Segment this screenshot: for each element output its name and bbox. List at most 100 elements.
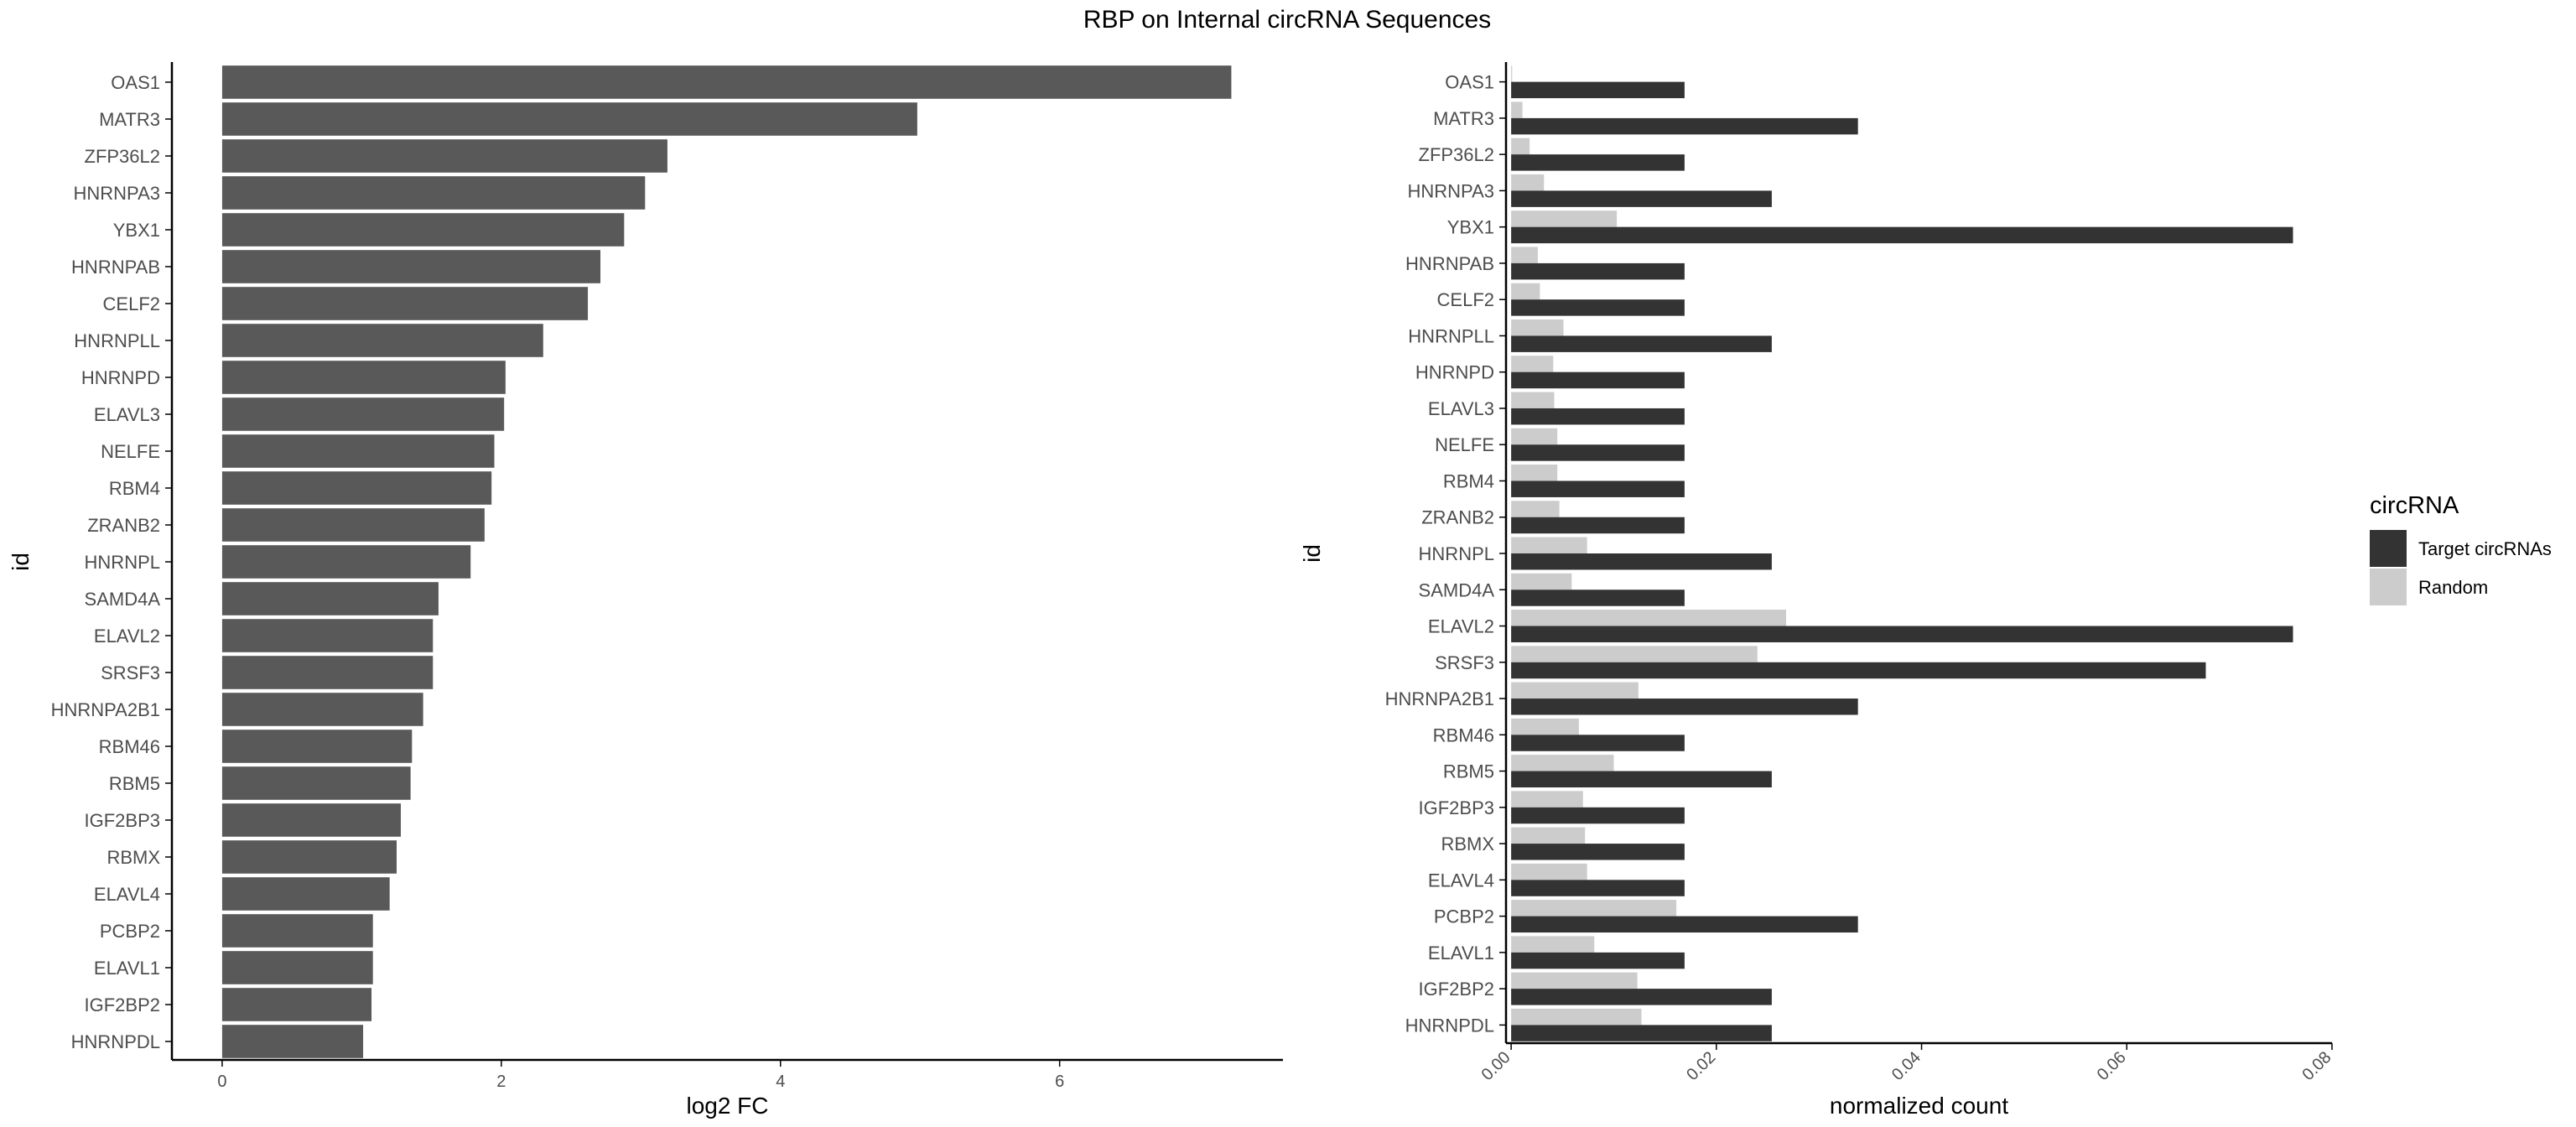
right-bars-group bbox=[1511, 65, 2293, 1041]
right-x-ticks-group: 0.00 0.02 0.04 0.06 0.08 bbox=[1478, 1043, 2335, 1084]
left-y-tick-label: ZRANB2 bbox=[87, 515, 160, 536]
legend-label-target: Target circRNAs bbox=[2418, 538, 2552, 559]
left-bar-nelfe bbox=[221, 434, 495, 468]
left-bar-hnrnpab bbox=[221, 250, 601, 283]
legend-title: circRNA bbox=[2370, 492, 2459, 519]
left-y-tick-label: CELF2 bbox=[103, 293, 160, 314]
right-y-tick-label: HNRNPDL bbox=[1405, 1015, 1494, 1036]
left-bar-srsf3 bbox=[221, 656, 434, 689]
random-bar-rbmx bbox=[1511, 827, 1586, 844]
left-bar-hnrnpa2b1 bbox=[221, 693, 423, 726]
target-bar-hnrnpa2b1 bbox=[1511, 699, 1858, 715]
right-x-tick-label: 0.08 bbox=[2298, 1048, 2334, 1084]
right-y-tick-label: ELAVL3 bbox=[1428, 398, 1494, 419]
right-y-tick-label: SAMD4A bbox=[1419, 579, 1495, 600]
left-bar-elavl3 bbox=[221, 397, 505, 431]
left-bar-hnrnpl bbox=[221, 545, 471, 579]
random-bar-ybx1 bbox=[1511, 210, 1618, 227]
left-y-tick-label: PCBP2 bbox=[100, 921, 160, 942]
left-bar-hnrnpdl bbox=[221, 1025, 364, 1058]
random-bar-igf2bp3 bbox=[1511, 791, 1583, 808]
left-bar-elavl4 bbox=[221, 877, 390, 911]
target-bar-elavl2 bbox=[1511, 626, 2293, 642]
random-bar-matr3 bbox=[1511, 101, 1523, 118]
left-y-tick-label: ELAVL2 bbox=[94, 626, 160, 647]
right-y-tick-label: RBM46 bbox=[1433, 724, 1494, 745]
left-bar-elavl2 bbox=[221, 619, 434, 652]
left-y-axis-title: id bbox=[8, 553, 34, 571]
right-y-tick-label: HNRNPA2B1 bbox=[1385, 688, 1494, 709]
target-bar-rbm46 bbox=[1511, 735, 1685, 751]
right-y-tick-label: SRSF3 bbox=[1435, 652, 1494, 673]
random-bar-srsf3 bbox=[1511, 646, 1758, 662]
left-bar-matr3 bbox=[221, 102, 917, 136]
left-bar-elavl1 bbox=[221, 951, 373, 984]
right-y-tick-label: RBM4 bbox=[1443, 470, 1494, 491]
left-bar-rbm46 bbox=[221, 730, 413, 763]
right-x-tick-label: 0.06 bbox=[2094, 1048, 2130, 1084]
target-bar-elavl3 bbox=[1511, 408, 1685, 425]
right-y-tick-label: MATR3 bbox=[1433, 108, 1494, 129]
right-chart-panel: OAS1 MATR3 ZFP36L2 HNRNPA3 YBX1 HNRNPAB CELF2 H… bbox=[1299, 62, 2335, 1119]
random-bar-hnrnpa3 bbox=[1511, 174, 1545, 191]
right-y-tick-label: OAS1 bbox=[1445, 72, 1494, 93]
left-y-tick-label: IGF2BP2 bbox=[85, 995, 160, 1015]
left-bar-hnrnpd bbox=[221, 361, 506, 394]
right-x-tick-label: 0.02 bbox=[1683, 1048, 1719, 1084]
left-bar-samd4a bbox=[221, 582, 439, 615]
target-bar-zranb2 bbox=[1511, 517, 1685, 534]
target-bar-elavl1 bbox=[1511, 952, 1685, 969]
right-y-tick-label: IGF2BP2 bbox=[1419, 979, 1494, 1000]
right-y-tick-label: YBX1 bbox=[1447, 217, 1494, 238]
left-x-tick-label: 2 bbox=[496, 1072, 506, 1091]
random-bar-hnrnpd bbox=[1511, 356, 1554, 372]
left-y-tick-label: HNRNPL bbox=[85, 552, 160, 573]
left-x-tick-label: 6 bbox=[1055, 1072, 1064, 1091]
random-bar-samd4a bbox=[1511, 573, 1572, 590]
left-y-tick-label: RBM46 bbox=[99, 736, 160, 757]
left-y-tick-label: HNRNPA3 bbox=[73, 183, 160, 204]
target-bar-celf2 bbox=[1511, 299, 1685, 316]
target-bar-srsf3 bbox=[1511, 662, 2206, 679]
left-y-tick-label: IGF2BP3 bbox=[85, 810, 160, 831]
random-bar-rbm5 bbox=[1511, 755, 1614, 771]
right-y-tick-label: IGF2BP3 bbox=[1419, 797, 1494, 818]
left-y-tick-label: HNRNPDL bbox=[71, 1031, 160, 1052]
left-bar-ybx1 bbox=[221, 213, 625, 247]
target-bar-hnrnpd bbox=[1511, 371, 1685, 389]
left-x-tick-label: 4 bbox=[776, 1072, 785, 1091]
legend-key-target bbox=[2370, 530, 2407, 567]
random-bar-hnrnpl bbox=[1511, 537, 1587, 553]
figure-title: RBP on Internal circRNA Sequences bbox=[1083, 6, 1491, 34]
right-y-tick-label: HNRNPD bbox=[1415, 362, 1494, 383]
left-y-tick-label: RBM5 bbox=[109, 773, 160, 794]
random-bar-oas1 bbox=[1511, 65, 1513, 82]
random-bar-elavl1 bbox=[1511, 936, 1595, 953]
right-x-tick-label: 0.04 bbox=[1888, 1048, 1924, 1084]
target-bar-hnrnpa3 bbox=[1511, 190, 1772, 207]
left-y-tick-label: HNRNPD bbox=[81, 367, 160, 388]
left-y-tick-label: YBX1 bbox=[113, 220, 160, 241]
left-y-ticks-group: OAS1 MATR3 ZFP36L2 HNRNPA3 YBX1 HNRNPAB CELF2 H… bbox=[51, 72, 172, 1052]
random-bar-zfp36l2 bbox=[1511, 138, 1530, 155]
left-bars-group bbox=[221, 65, 1232, 1058]
random-bar-elavl2 bbox=[1511, 610, 1787, 626]
left-bar-rbm4 bbox=[221, 471, 492, 505]
target-bar-pcbp2 bbox=[1511, 916, 1858, 933]
left-chart-panel: OAS1 MATR3 ZFP36L2 HNRNPA3 YBX1 HNRNPAB CELF2 H… bbox=[8, 62, 1283, 1119]
target-bar-hnrnpdl bbox=[1511, 1025, 1772, 1041]
random-bar-rbm4 bbox=[1511, 465, 1558, 481]
random-bar-nelfe bbox=[1511, 428, 1558, 445]
right-y-tick-label: PCBP2 bbox=[1434, 906, 1494, 927]
left-y-tick-label: SAMD4A bbox=[85, 589, 161, 610]
left-x-tick-label: 0 bbox=[217, 1072, 226, 1091]
left-bar-rbmx bbox=[221, 840, 397, 874]
legend-key-random bbox=[2370, 569, 2407, 605]
target-bar-zfp36l2 bbox=[1511, 154, 1685, 171]
target-bar-samd4a bbox=[1511, 589, 1685, 606]
right-y-tick-label: ELAVL2 bbox=[1428, 616, 1494, 637]
right-y-tick-label: NELFE bbox=[1435, 434, 1494, 455]
target-bar-rbm4 bbox=[1511, 480, 1685, 497]
left-y-tick-label: HNRNPLL bbox=[74, 330, 160, 351]
target-bar-nelfe bbox=[1511, 444, 1685, 461]
